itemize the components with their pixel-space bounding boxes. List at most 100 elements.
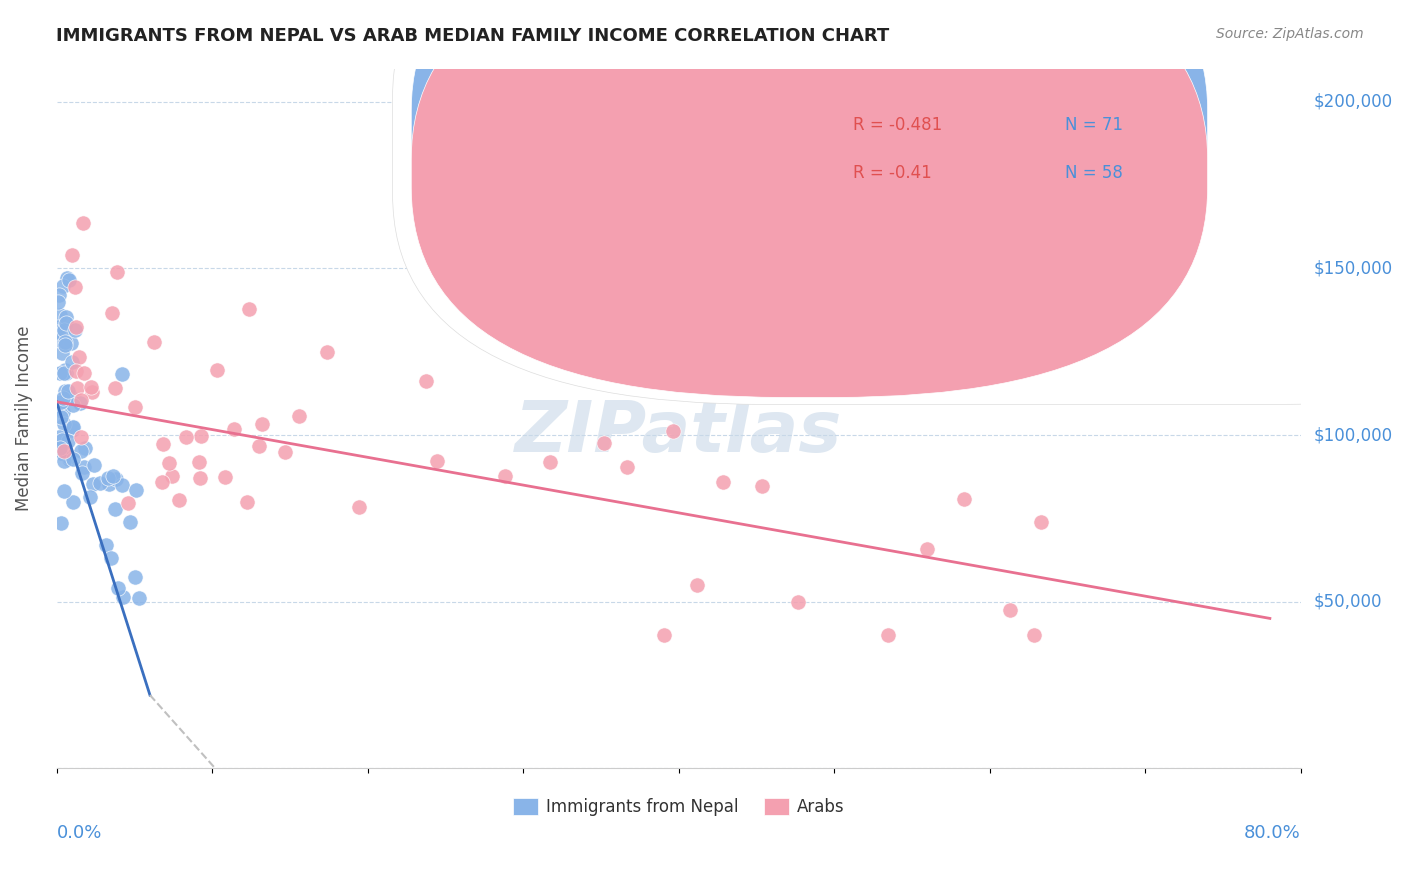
Point: [187, 455, 209, 469]
Point: [426, 453, 449, 467]
Point: [111, 367, 134, 381]
Point: [53, 334, 76, 349]
Point: [62, 423, 84, 437]
Point: [58, 434, 80, 449]
Point: [62, 494, 84, 508]
Point: [124, 400, 146, 414]
Point: [205, 363, 228, 377]
Text: 0.0%: 0.0%: [56, 824, 103, 842]
Point: [53, 384, 76, 399]
Point: [55, 271, 77, 285]
Point: [62, 420, 84, 434]
Text: IMMIGRANTS FROM NEPAL VS ARAB MEDIAN FAMILY INCOME CORRELATION CHART: IMMIGRANTS FROM NEPAL VS ARAB MEDIAN FAM…: [56, 27, 890, 45]
Y-axis label: Median Family Income: Median Family Income: [15, 326, 32, 511]
Text: R = -0.41: R = -0.41: [853, 164, 932, 183]
Point: [853, 381, 876, 395]
Point: [60, 248, 83, 262]
Point: [82, 384, 104, 399]
Point: [52, 279, 75, 293]
Text: N = 58: N = 58: [1064, 164, 1122, 183]
Point: [48, 288, 70, 302]
Point: [46, 325, 69, 339]
Point: [53, 338, 76, 352]
Point: [111, 591, 134, 605]
Text: ZIPatlas: ZIPatlas: [515, 398, 842, 467]
Point: [60, 355, 83, 369]
Point: [62, 419, 84, 434]
Point: [49, 442, 72, 456]
Point: [53, 362, 76, 376]
Point: [415, 374, 437, 388]
Point: [143, 334, 166, 349]
Point: [63, 280, 86, 294]
Point: [128, 591, 150, 605]
Point: [51, 433, 73, 447]
Point: [160, 468, 183, 483]
Point: [105, 264, 128, 278]
Point: [174, 430, 197, 444]
Text: $200,000: $200,000: [1313, 93, 1392, 111]
Point: [53, 444, 76, 458]
Point: [49, 409, 72, 424]
Point: [103, 468, 125, 483]
Point: [58, 273, 80, 287]
Point: [51, 445, 73, 459]
Point: [52, 323, 75, 337]
Point: [538, 455, 561, 469]
Point: [101, 305, 124, 319]
Point: [59, 336, 82, 351]
Point: [58, 384, 80, 398]
Point: [49, 334, 72, 348]
Point: [652, 628, 675, 642]
Point: [58, 450, 80, 465]
Point: [236, 494, 259, 508]
Text: $150,000: $150,000: [1313, 260, 1392, 277]
Point: [953, 492, 976, 507]
Point: [52, 394, 75, 409]
Point: [876, 628, 898, 642]
Point: [70, 393, 93, 408]
Point: [1029, 515, 1052, 529]
Point: [118, 516, 141, 530]
Point: [52, 366, 75, 380]
Point: [111, 478, 134, 492]
Point: [48, 430, 70, 444]
Point: [55, 366, 77, 380]
Point: [80, 379, 103, 393]
Point: [72, 216, 94, 230]
FancyBboxPatch shape: [412, 0, 1208, 349]
Point: [247, 440, 270, 454]
Point: [89, 476, 111, 491]
Point: [222, 422, 245, 436]
Point: [82, 476, 104, 491]
Point: [157, 456, 180, 470]
Point: [347, 500, 370, 514]
Point: [150, 475, 173, 490]
Text: N = 71: N = 71: [1064, 115, 1122, 134]
Point: [214, 470, 236, 484]
Point: [62, 398, 84, 412]
Point: [60, 390, 83, 404]
Point: [616, 459, 638, 474]
Point: [62, 451, 84, 466]
Point: [52, 484, 75, 499]
Point: [63, 323, 86, 337]
Point: [73, 459, 96, 474]
Point: [104, 381, 127, 395]
FancyBboxPatch shape: [392, 0, 1406, 404]
Point: [83, 458, 105, 472]
Point: [662, 424, 685, 438]
Point: [46, 295, 69, 310]
Point: [97, 471, 120, 485]
Point: [46, 320, 69, 334]
Point: [190, 428, 212, 442]
Point: [67, 350, 90, 364]
Point: [751, 478, 773, 492]
Point: [49, 366, 72, 380]
Point: [70, 443, 93, 458]
Point: [315, 344, 337, 359]
Point: [117, 496, 139, 510]
Point: [51, 395, 73, 409]
Text: Source: ZipAtlas.com: Source: ZipAtlas.com: [1216, 27, 1364, 41]
Text: $100,000: $100,000: [1313, 426, 1392, 444]
